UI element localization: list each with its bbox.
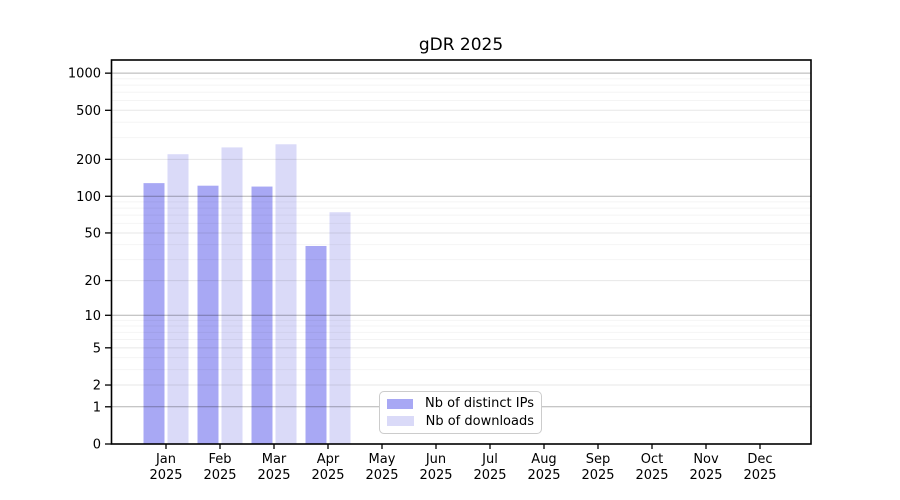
- x-tick-label-year: 2025: [527, 468, 560, 483]
- legend-item-downloads: Nb of downloads: [387, 414, 534, 429]
- bar-jan-series1: [167, 154, 189, 445]
- y-tick-label: 2: [93, 379, 101, 394]
- y-tick-label: 200: [76, 153, 101, 168]
- x-tick-label-month: Mar: [262, 452, 287, 467]
- bar-feb-series1: [221, 147, 243, 444]
- legend: Nb of distinct IPs Nb of downloads: [379, 391, 542, 434]
- x-tick-label-year: 2025: [473, 468, 506, 483]
- x-tick-label-year: 2025: [689, 468, 722, 483]
- bar-apr-series1: [329, 212, 351, 444]
- x-tick-label-month: Jun: [425, 452, 446, 467]
- x-tick-label-month: Oct: [641, 452, 663, 467]
- x-tick-label-month: Jan: [155, 452, 176, 467]
- legend-label-downloads: Nb of downloads: [425, 413, 534, 429]
- x-tick-label-year: 2025: [635, 468, 668, 483]
- x-tick-label-month: May: [369, 452, 396, 467]
- y-tick-label: 5: [93, 341, 101, 356]
- legend-swatch-distinct-ips: [387, 398, 414, 409]
- bar-apr-series0: [305, 245, 327, 444]
- legend-swatch-downloads: [387, 416, 414, 427]
- bar-mar-series0: [251, 186, 273, 444]
- x-tick-label-year: 2025: [257, 468, 290, 483]
- x-tick-label-year: 2025: [581, 468, 614, 483]
- y-tick-label: 20: [84, 274, 101, 289]
- bar-jan-series0: [143, 183, 165, 445]
- x-tick-label-year: 2025: [203, 468, 236, 483]
- bar-mar-series1: [275, 144, 297, 445]
- y-tick-label: 1: [93, 400, 101, 415]
- x-tick-label-month: Sep: [586, 452, 611, 467]
- x-tick-label-year: 2025: [149, 468, 182, 483]
- y-tick-label: 1000: [68, 67, 101, 82]
- y-tick-label: 100: [76, 190, 101, 205]
- x-tick-label-month: Dec: [747, 452, 772, 467]
- y-tick-label: 50: [84, 226, 101, 241]
- x-tick-label-month: Aug: [531, 452, 556, 467]
- x-tick-label-month: Nov: [693, 452, 719, 467]
- bar-feb-series0: [197, 185, 219, 444]
- x-tick-label-month: Jul: [481, 452, 498, 467]
- y-tick-label: 10: [84, 309, 101, 324]
- chart-title: gDR 2025: [418, 35, 504, 55]
- legend-item-distinct-ips: Nb of distinct IPs: [387, 396, 534, 411]
- y-tick-label: 0: [93, 438, 101, 453]
- x-tick-label-year: 2025: [311, 468, 344, 483]
- x-tick-label-month: Apr: [317, 452, 340, 467]
- legend-label-distinct-ips: Nb of distinct IPs: [425, 396, 534, 412]
- x-tick-label-year: 2025: [365, 468, 398, 483]
- plot-border: [110, 59, 812, 445]
- y-tick-label: 500: [76, 104, 101, 119]
- x-tick-label-year: 2025: [743, 468, 776, 483]
- x-tick-label-month: Feb: [208, 452, 231, 467]
- x-tick-label-year: 2025: [419, 468, 452, 483]
